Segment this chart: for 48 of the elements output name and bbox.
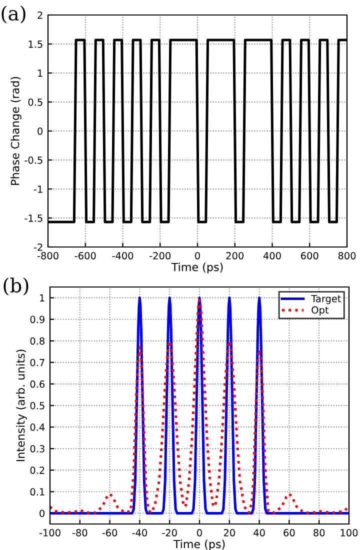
y-tick-label: 0 <box>38 127 42 135</box>
y-tick-label: 1 <box>38 70 42 77</box>
x-tick-label: 200 <box>226 252 244 260</box>
y-tick-label: -1.5 <box>24 214 42 222</box>
x-tick-label: 400 <box>263 252 281 260</box>
x-tick-label: 20 <box>224 529 235 536</box>
y-tick-label: -0.5 <box>24 156 42 164</box>
chart-title: (a) <box>2 6 26 24</box>
x-tick-label: -100 <box>39 529 60 536</box>
y-tick-label: 0.8 <box>30 337 44 345</box>
x-axis-title: Time (ps) <box>171 262 223 274</box>
y-tick-label: 2 <box>38 11 42 19</box>
y-tick-label: 1 <box>40 294 44 302</box>
x-tick-label: -80 <box>72 529 88 536</box>
legend-label: Target <box>311 295 341 304</box>
y-tick-label: 0.2 <box>30 466 44 474</box>
x-tick-label: -20 <box>162 529 177 536</box>
x-tick-label: -40 <box>132 529 147 536</box>
legend-label: Opt <box>312 306 329 316</box>
x-tick-label: -60 <box>102 529 118 536</box>
x-tick-label: -200 <box>150 252 171 260</box>
x-tick-label: 80 <box>314 529 325 536</box>
y-tick-label: 0.4 <box>30 424 45 431</box>
y-tick-label: 1.5 <box>28 40 42 48</box>
x-tick-label: 0 <box>197 529 202 536</box>
x-tick-label: -400 <box>112 252 134 260</box>
y-tick-label: 0.5 <box>30 402 44 410</box>
y-tick-label: 0.5 <box>28 98 42 106</box>
y-tick-label: -1 <box>34 186 42 193</box>
x-tick-label: 100 <box>340 529 358 536</box>
y-axis-title: Intensity (arb. units) <box>16 350 27 462</box>
y-tick-label: 0.7 <box>30 358 44 366</box>
chart-title: (b) <box>4 278 28 296</box>
x-tick-label: 40 <box>254 529 265 536</box>
x-tick-label: -600 <box>74 252 96 260</box>
y-tick-label: 0 <box>40 510 44 518</box>
y-tick-label: -2 <box>34 243 42 251</box>
x-tick-label: 0 <box>195 252 200 260</box>
y-tick-label: 0.1 <box>30 488 44 496</box>
y-tick-label: 0.6 <box>30 380 45 388</box>
x-axis-title: Time (ps) <box>173 540 225 550</box>
y-tick-label: 0.3 <box>30 445 44 452</box>
x-tick-label: -800 <box>37 252 58 260</box>
x-tick-label: 60 <box>284 529 295 536</box>
y-tick-label: 0.9 <box>30 316 44 324</box>
y-axis-title: Phase Change (rad) <box>10 77 22 185</box>
x-tick-label: 600 <box>301 252 318 260</box>
x-tick-label: 800 <box>338 252 356 260</box>
